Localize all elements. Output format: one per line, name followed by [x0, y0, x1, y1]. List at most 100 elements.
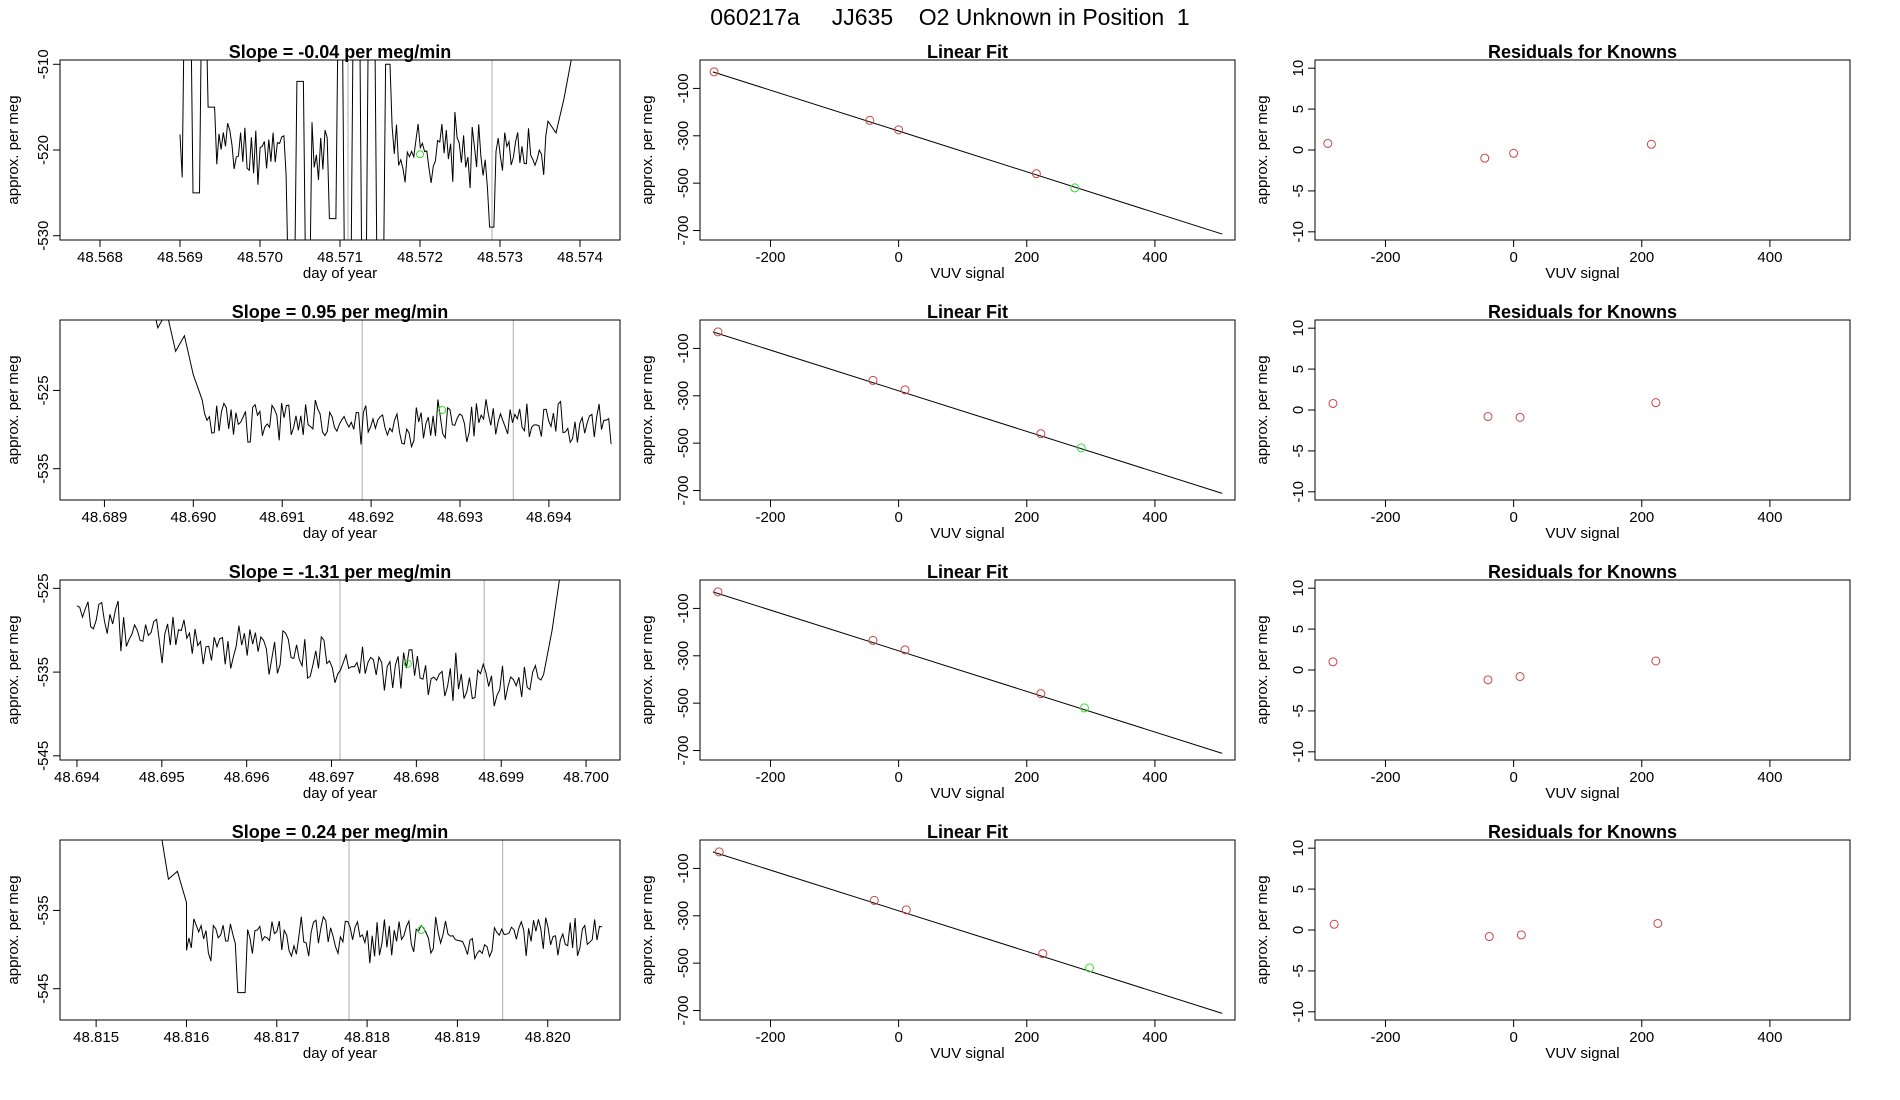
known-point — [900, 645, 910, 655]
time-series-line — [155, 320, 612, 449]
x-axis-label: VUV signal — [1545, 1045, 1619, 1062]
slope-title: Slope = 0.95 per meg/min — [232, 302, 449, 322]
x-axis-tick-label: 0 — [894, 1029, 902, 1046]
fit-line — [712, 591, 1223, 754]
fit-line — [712, 71, 1223, 235]
known-point — [1653, 918, 1663, 928]
unknown-point — [1076, 443, 1086, 453]
fit-line — [712, 851, 1223, 1014]
unknown-point — [1070, 183, 1080, 193]
known-point — [900, 385, 910, 395]
y-axis-tick-label: -100 — [675, 73, 692, 103]
x-axis-label: VUV signal — [1545, 785, 1619, 802]
y-axis-tick-label: 10 — [1290, 60, 1307, 77]
known-point — [1036, 429, 1046, 439]
known-point — [1328, 398, 1338, 408]
plot-frame — [699, 839, 1236, 1021]
known-point — [1515, 412, 1525, 422]
x-axis-tick-label: 400 — [1757, 1029, 1782, 1046]
known-point — [1038, 949, 1048, 959]
y-axis-tick-label: -300 — [675, 121, 692, 151]
time-series-panel-3: Slope = -1.31 per meg/min 48.694 48.695 48.… — [5, 562, 621, 802]
y-axis-label: approx. per meg — [5, 355, 22, 464]
linear-fit-title: Linear Fit — [927, 822, 1008, 842]
y-axis-tick-label: 0 — [1290, 926, 1307, 934]
known-point — [1483, 412, 1493, 422]
y-axis-label: approx. per meg — [5, 875, 22, 984]
unknown-point-marker — [403, 659, 412, 668]
y-axis-tick-label: 5 — [1290, 365, 1307, 373]
x-axis-tick-label: 48.573 — [477, 249, 523, 266]
y-axis-label: approx. per meg — [1254, 355, 1271, 464]
known-point — [868, 375, 878, 385]
time-series-line — [179, 60, 572, 240]
residuals-title: Residuals for Knowns — [1488, 822, 1677, 842]
known-point — [1651, 656, 1661, 666]
known-point — [1329, 919, 1339, 929]
known-point — [1646, 139, 1656, 149]
slope-title: Slope = 0.24 per meg/min — [232, 822, 449, 842]
known-point — [714, 847, 724, 857]
y-axis-tick-label: -5 — [1290, 704, 1307, 717]
x-axis-tick-label: -200 — [755, 1029, 785, 1046]
x-axis-tick-label: 400 — [1142, 509, 1167, 526]
x-axis-tick-label: 200 — [1629, 769, 1654, 786]
x-axis-tick-label: 0 — [894, 509, 902, 526]
x-axis-tick-label: 48.817 — [254, 1029, 300, 1046]
y-axis-tick-label: -100 — [675, 593, 692, 623]
x-axis-tick-label: 48.697 — [309, 769, 355, 786]
y-axis-tick-label: -300 — [675, 381, 692, 411]
x-axis-tick-label: 0 — [1509, 769, 1517, 786]
y-axis-tick-label: -500 — [675, 168, 692, 198]
x-axis-tick-label: 0 — [1509, 509, 1517, 526]
y-axis-tick-label: -5 — [1290, 444, 1307, 457]
known-point — [1484, 932, 1494, 942]
y-axis-tick-label: 10 — [1290, 840, 1307, 857]
y-axis-tick-label: -5 — [1290, 964, 1307, 977]
y-axis-tick-label: -525 — [35, 573, 52, 603]
time-series-panel-4: Slope = 0.24 per meg/min 48.815 48.816 48.8… — [5, 822, 621, 1062]
x-axis-tick-label: 48.819 — [434, 1029, 480, 1046]
x-axis-label: day of year — [303, 265, 377, 282]
x-axis-tick-label: 200 — [1014, 249, 1039, 266]
residuals-panel-1: Residuals for Knowns -200 0 200 400 VUV signa… — [1254, 42, 1851, 282]
residuals-panel-3: Residuals for Knowns -200 0 200 400 VUV signa… — [1254, 562, 1851, 802]
known-point — [901, 905, 911, 915]
plot-frame — [1314, 579, 1851, 761]
x-axis-tick-label: 48.816 — [164, 1029, 210, 1046]
x-axis-tick-label: 400 — [1757, 769, 1782, 786]
x-axis-tick-label: 48.698 — [393, 769, 439, 786]
x-axis-tick-label: 200 — [1629, 1029, 1654, 1046]
x-axis-tick-label: 0 — [894, 769, 902, 786]
y-axis-tick-label: -700 — [675, 736, 692, 766]
figure-title: 060217a JJ635 O2 Unknown in Position 1 — [710, 4, 1190, 30]
residuals-title: Residuals for Knowns — [1488, 562, 1677, 582]
plot-frame — [1314, 59, 1851, 241]
x-axis-tick-label: 48.568 — [77, 249, 123, 266]
linear-fit-panel-1: Linear Fit -200 0 200 400 VUV signal -100 -300 -… — [639, 42, 1236, 282]
x-axis-tick-label: -200 — [755, 249, 785, 266]
plot-frame — [59, 59, 621, 241]
y-axis-label: approx. per meg — [639, 615, 656, 724]
known-point — [1515, 672, 1525, 682]
unknown-point-marker — [438, 406, 447, 414]
x-axis-label: VUV signal — [930, 785, 1004, 802]
y-axis-label: approx. per meg — [5, 615, 22, 724]
x-axis-tick-label: -200 — [755, 509, 785, 526]
y-axis-tick-label: -100 — [675, 853, 692, 883]
x-axis-tick-label: 400 — [1142, 769, 1167, 786]
x-axis-tick-label: -200 — [755, 769, 785, 786]
x-axis-tick-label: 200 — [1014, 509, 1039, 526]
x-axis-tick-label: 48.570 — [237, 249, 283, 266]
linear-fit-title: Linear Fit — [927, 562, 1008, 582]
y-axis-tick-label: -535 — [35, 657, 52, 687]
x-axis-tick-label: 400 — [1142, 249, 1167, 266]
y-axis-label: approx. per meg — [5, 95, 22, 204]
y-axis-tick-label: 5 — [1290, 105, 1307, 113]
y-axis-tick-label: -535 — [35, 454, 52, 484]
y-axis-label: approx. per meg — [1254, 875, 1271, 984]
unknown-point — [1079, 703, 1089, 713]
x-axis-label: VUV signal — [930, 525, 1004, 542]
residuals-title: Residuals for Knowns — [1488, 302, 1677, 322]
slope-title: Slope = -1.31 per meg/min — [229, 562, 452, 582]
